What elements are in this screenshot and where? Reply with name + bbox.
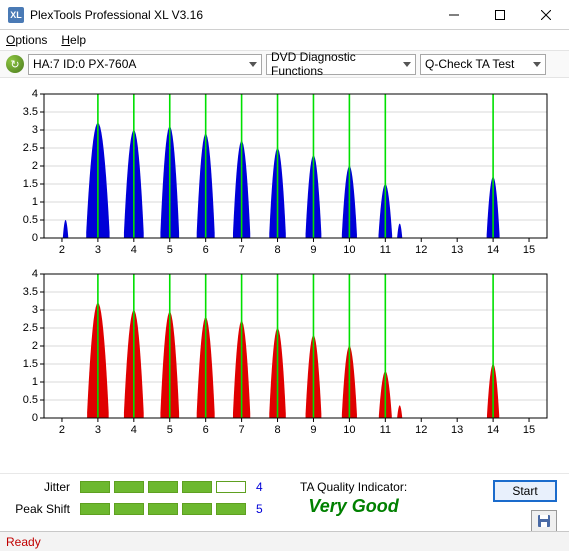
bar-segment xyxy=(80,503,110,515)
svg-text:2: 2 xyxy=(32,160,38,172)
bar-segment xyxy=(148,481,178,493)
bar-segment xyxy=(114,481,144,493)
svg-text:3: 3 xyxy=(32,124,38,136)
menubar: Options Help xyxy=(0,30,569,50)
svg-text:15: 15 xyxy=(523,424,535,436)
svg-text:9: 9 xyxy=(310,244,316,256)
test-select-value: Q-Check TA Test xyxy=(425,57,514,71)
svg-text:15: 15 xyxy=(523,244,535,256)
svg-text:14: 14 xyxy=(487,424,499,436)
jitter-bars xyxy=(80,481,246,493)
chart-bottom: 0 0.5 1 1.5 2 2.5 3 3.5 4 2 3 4 5 6 7 8 9 10 11 12 13 14 15 xyxy=(12,268,557,440)
menu-help[interactable]: Help xyxy=(61,33,86,47)
svg-text:0: 0 xyxy=(32,412,38,424)
status-text: Ready xyxy=(6,535,41,549)
svg-text:7: 7 xyxy=(239,424,245,436)
svg-text:0.5: 0.5 xyxy=(23,214,38,226)
svg-text:7: 7 xyxy=(239,244,245,256)
svg-text:0.5: 0.5 xyxy=(23,394,38,406)
jitter-value: 4 xyxy=(256,480,270,494)
svg-text:1: 1 xyxy=(32,376,38,388)
chevron-down-icon xyxy=(403,62,411,67)
svg-text:2: 2 xyxy=(59,244,65,256)
svg-text:2.5: 2.5 xyxy=(23,142,38,154)
svg-text:0: 0 xyxy=(32,232,38,244)
refresh-icon[interactable] xyxy=(6,55,24,73)
svg-text:11: 11 xyxy=(380,244,391,256)
quality-indicator: TA Quality Indicator: Very Good xyxy=(300,480,407,517)
minimize-button[interactable] xyxy=(431,0,477,29)
svg-text:6: 6 xyxy=(203,244,209,256)
quality-label: TA Quality Indicator: xyxy=(300,480,407,494)
svg-text:12: 12 xyxy=(415,244,427,256)
svg-text:8: 8 xyxy=(274,424,280,436)
test-select[interactable]: Q-Check TA Test xyxy=(420,54,546,75)
svg-text:3.5: 3.5 xyxy=(23,106,38,118)
app-icon: XL xyxy=(8,7,24,23)
maximize-button[interactable] xyxy=(477,0,523,29)
svg-text:13: 13 xyxy=(451,424,463,436)
svg-text:2: 2 xyxy=(59,424,65,436)
svg-text:1.5: 1.5 xyxy=(23,178,38,190)
bar-segment xyxy=(182,481,212,493)
drive-select-value: HA:7 ID:0 PX-760A xyxy=(33,57,136,71)
svg-text:13: 13 xyxy=(451,244,463,256)
svg-text:5: 5 xyxy=(167,424,173,436)
svg-text:4: 4 xyxy=(131,244,137,256)
svg-text:2: 2 xyxy=(32,340,38,352)
svg-text:4: 4 xyxy=(131,424,137,436)
jitter-label: Jitter xyxy=(12,480,70,494)
svg-text:4: 4 xyxy=(32,268,38,280)
svg-text:6: 6 xyxy=(203,424,209,436)
svg-text:4: 4 xyxy=(32,88,38,100)
bar-segment xyxy=(80,481,110,493)
bar-segment xyxy=(114,503,144,515)
titlebar: XL PlexTools Professional XL V3.16 xyxy=(0,0,569,30)
svg-text:1: 1 xyxy=(32,196,38,208)
svg-text:3.5: 3.5 xyxy=(23,286,38,298)
menu-options[interactable]: Options xyxy=(6,33,47,47)
chart-top: 0 0.5 1 1.5 2 2.5 3 3.5 4 2 3 4 5 6 7 8 9 10 11 12 13 14 15 xyxy=(12,88,557,260)
svg-text:3: 3 xyxy=(95,424,101,436)
svg-text:3: 3 xyxy=(32,304,38,316)
toolbar: HA:7 ID:0 PX-760A DVD Diagnostic Functio… xyxy=(0,50,569,78)
save-button[interactable] xyxy=(531,510,557,532)
window-title: PlexTools Professional XL V3.16 xyxy=(30,8,431,22)
svg-text:12: 12 xyxy=(415,424,427,436)
function-select[interactable]: DVD Diagnostic Functions xyxy=(266,54,416,75)
svg-text:1.5: 1.5 xyxy=(23,358,38,370)
svg-text:10: 10 xyxy=(343,424,355,436)
bottom-panel: Jitter 4 Peak Shift 5 TA Quality Indicat… xyxy=(0,473,569,531)
jitter-metric: Jitter 4 xyxy=(12,480,270,494)
quality-value: Very Good xyxy=(308,496,398,517)
bar-segment xyxy=(148,503,178,515)
peakshift-metric: Peak Shift 5 xyxy=(12,502,270,516)
svg-text:14: 14 xyxy=(487,244,499,256)
chevron-down-icon xyxy=(533,62,541,67)
svg-text:10: 10 xyxy=(343,244,355,256)
peakshift-label: Peak Shift xyxy=(12,502,70,516)
svg-text:3: 3 xyxy=(95,244,101,256)
close-button[interactable] xyxy=(523,0,569,29)
bar-segment xyxy=(182,503,212,515)
peakshift-value: 5 xyxy=(256,502,270,516)
chevron-down-icon xyxy=(249,62,257,67)
svg-text:2.5: 2.5 xyxy=(23,322,38,334)
start-button[interactable]: Start xyxy=(493,480,557,502)
svg-text:11: 11 xyxy=(380,424,391,436)
chart-area: 00.511.522.533.5423456789101112131415 00… xyxy=(0,78,569,473)
drive-select[interactable]: HA:7 ID:0 PX-760A xyxy=(28,54,262,75)
svg-text:5: 5 xyxy=(167,244,173,256)
statusbar: Ready xyxy=(0,531,569,551)
function-select-value: DVD Diagnostic Functions xyxy=(271,50,403,78)
svg-text:8: 8 xyxy=(274,244,280,256)
bar-segment xyxy=(216,481,246,493)
bar-segment xyxy=(216,503,246,515)
peakshift-bars xyxy=(80,503,246,515)
svg-text:9: 9 xyxy=(310,424,316,436)
